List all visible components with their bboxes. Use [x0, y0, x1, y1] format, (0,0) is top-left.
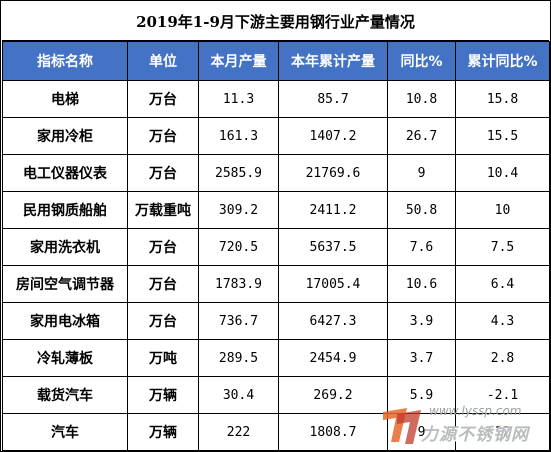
row-ytd-output: 21769.6: [278, 154, 388, 192]
row-ytd-output: 17005.4: [278, 265, 388, 303]
table-title: 2019年1-9月下游主要用钢行业产量情况: [2, 2, 549, 41]
table-row: 汽车 万辆 222 1808.7 9 12: [2, 413, 550, 451]
row-yoy: 9: [387, 154, 456, 192]
row-unit: 万台: [127, 154, 199, 192]
row-month-output: 736.7: [198, 302, 279, 340]
header-unit: 单位: [127, 41, 199, 81]
row-name: 民用钢质船舶: [2, 191, 128, 229]
row-ytd-output: 1808.7: [278, 413, 388, 451]
row-ytd-yoy: 7.5: [455, 228, 550, 266]
header-yoy: 同比%: [387, 41, 456, 81]
row-ytd-output: 6427.3: [278, 302, 388, 340]
table-row: 载货汽车 万辆 30.4 269.2 5.9 -2.1: [2, 376, 550, 414]
row-name: 家用电冰箱: [2, 302, 128, 340]
row-yoy: 7.6: [387, 228, 456, 266]
row-month-output: 289.5: [198, 339, 279, 377]
row-yoy: 3.7: [387, 339, 456, 377]
row-month-output: 11.3: [198, 80, 279, 118]
row-ytd-yoy: 4.3: [455, 302, 550, 340]
row-ytd-output: 1407.2: [278, 117, 388, 155]
table-row: 家用冷柜 万台 161.3 1407.2 26.7 15.5: [2, 117, 550, 155]
row-yoy: 3.9: [387, 302, 456, 340]
row-name: 家用洗衣机: [2, 228, 128, 266]
row-ytd-yoy: 2.8: [455, 339, 550, 377]
table-row: 房间空气调节器 万台 1783.9 17005.4 10.6 6.4: [2, 265, 550, 303]
row-unit: 万载重吨: [127, 191, 199, 229]
row-yoy: 26.7: [387, 117, 456, 155]
row-ytd-yoy: 15.8: [455, 80, 550, 118]
row-ytd-output: 2454.9: [278, 339, 388, 377]
row-yoy: 9: [387, 413, 456, 451]
row-ytd-yoy: 15.5: [455, 117, 550, 155]
header-indicator-name: 指标名称: [2, 41, 128, 81]
table-row: 电梯 万台 11.3 85.7 10.8 15.8: [2, 80, 550, 118]
row-ytd-output: 2411.2: [278, 191, 388, 229]
table-row: 民用钢质船舶 万载重吨 309.2 2411.2 50.8 10: [2, 191, 550, 229]
row-ytd-yoy: 6.4: [455, 265, 550, 303]
row-name: 汽车: [2, 413, 128, 451]
row-unit: 万台: [127, 265, 199, 303]
row-ytd-yoy: 10.4: [455, 154, 550, 192]
row-unit: 万台: [127, 302, 199, 340]
table-row: 冷轧薄板 万吨 289.5 2454.9 3.7 2.8: [2, 339, 550, 377]
row-ytd-yoy: -2.1: [455, 376, 550, 414]
row-ytd-output: 5637.5: [278, 228, 388, 266]
row-unit: 万辆: [127, 376, 199, 414]
table-row: 电工仪器仪表 万台 2585.9 21769.6 9 10.4: [2, 154, 550, 192]
row-month-output: 161.3: [198, 117, 279, 155]
row-unit: 万台: [127, 80, 199, 118]
row-yoy: 5.9: [387, 376, 456, 414]
row-month-output: 2585.9: [198, 154, 279, 192]
row-yoy: 10.6: [387, 265, 456, 303]
row-name: 载货汽车: [2, 376, 128, 414]
row-unit: 万台: [127, 117, 199, 155]
row-yoy: 10.8: [387, 80, 456, 118]
row-unit: 万辆: [127, 413, 199, 451]
row-month-output: 1783.9: [198, 265, 279, 303]
row-month-output: 30.4: [198, 376, 279, 414]
header-ytd-yoy: 累计同比%: [455, 41, 550, 81]
row-name: 电工仪器仪表: [2, 154, 128, 192]
row-unit: 万台: [127, 228, 199, 266]
row-month-output: 720.5: [198, 228, 279, 266]
row-yoy: 50.8: [387, 191, 456, 229]
header-ytd-output: 本年累计产量: [278, 41, 388, 81]
row-name: 家用冷柜: [2, 117, 128, 155]
row-name: 冷轧薄板: [2, 339, 128, 377]
row-ytd-output: 269.2: [278, 376, 388, 414]
row-ytd-yoy: 10: [455, 191, 550, 229]
production-table: 指标名称 单位 本月产量 本年累计产量 同比% 累计同比% 电梯 万台 11.3…: [2, 41, 550, 451]
header-month-output: 本月产量: [198, 41, 279, 81]
row-ytd-yoy: 12: [455, 413, 550, 451]
row-unit: 万吨: [127, 339, 199, 377]
row-month-output: 309.2: [198, 191, 279, 229]
row-name: 电梯: [2, 80, 128, 118]
table-row: 家用电冰箱 万台 736.7 6427.3 3.9 4.3: [2, 302, 550, 340]
table-row: 家用洗衣机 万台 720.5 5637.5 7.6 7.5: [2, 228, 550, 266]
header-row: 指标名称 单位 本月产量 本年累计产量 同比% 累计同比%: [2, 41, 550, 81]
row-name: 房间空气调节器: [2, 265, 128, 303]
row-month-output: 222: [198, 413, 279, 451]
row-ytd-output: 85.7: [278, 80, 388, 118]
